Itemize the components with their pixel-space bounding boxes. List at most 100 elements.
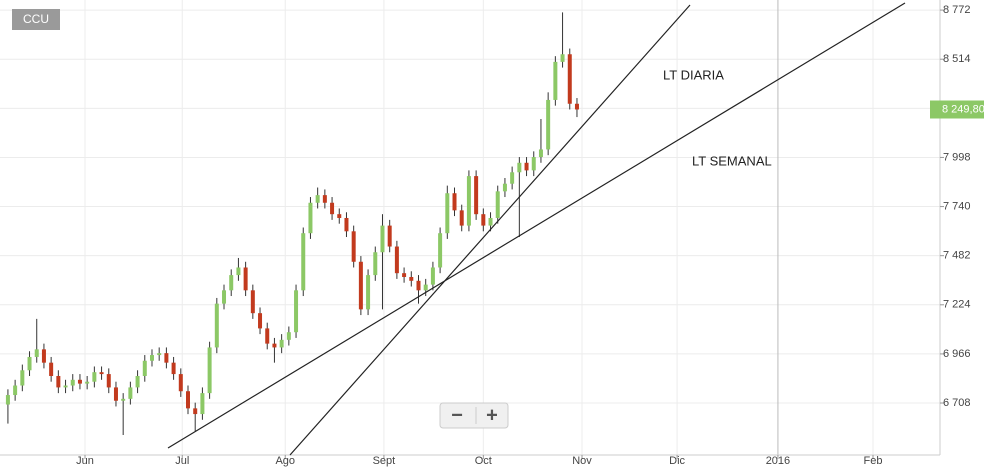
candle-body (178, 374, 183, 392)
candle-body (77, 379, 82, 384)
candle-body (301, 233, 306, 291)
candle-body (41, 349, 46, 363)
trend-line (289, 4, 691, 456)
candle-body (149, 355, 154, 361)
candle-body (524, 162, 529, 171)
candle-body (113, 387, 118, 401)
annotation: LT DIARIA (663, 67, 724, 82)
x-tick-label: Feb (864, 455, 883, 467)
candle-body (488, 217, 493, 226)
candle-body (128, 387, 133, 399)
zoom-out[interactable]: − (451, 404, 463, 426)
chart-title: CCU (23, 12, 49, 26)
candle-body (279, 339, 284, 348)
candle-body (373, 252, 378, 276)
plot-area (0, 0, 940, 455)
candle-body (502, 183, 507, 192)
y-tick-label: 8 514 (943, 53, 971, 65)
candle-body (13, 385, 18, 396)
candle-body (214, 303, 219, 348)
y-tick-label: 7 740 (943, 200, 971, 212)
candle-body (85, 381, 90, 384)
x-tick-label: Nov (572, 455, 592, 467)
candle-body (193, 408, 198, 415)
candle-body (200, 393, 205, 415)
candle-body (294, 290, 299, 333)
candle-body (258, 313, 263, 329)
candle-body (106, 374, 111, 388)
candle-body (459, 210, 464, 226)
candle-body (387, 225, 392, 247)
zoom-control: − + (439, 402, 509, 429)
candle-body (92, 372, 97, 382)
zoom-box (439, 402, 509, 429)
candle-body (402, 273, 407, 277)
candle-body (358, 261, 363, 310)
candle-body (330, 202, 335, 215)
candle-body (5, 395, 10, 405)
x-tick-label: Ago (275, 455, 295, 467)
x-tick-label: 2016 (766, 455, 790, 467)
candle-body (56, 375, 61, 388)
candle-body (423, 284, 428, 291)
x-tick-label: Jun (76, 455, 94, 467)
candle-body (560, 54, 565, 62)
candle-body (164, 353, 169, 363)
y-tick-label: 7 482 (943, 250, 971, 262)
candle-body (99, 372, 104, 375)
x-tick-label: Dic (669, 455, 685, 467)
candle-body (409, 276, 414, 281)
candle-body (135, 375, 140, 388)
candle-body (171, 362, 176, 375)
trend-line (167, 2, 906, 449)
candle-body (308, 202, 313, 234)
candle-body (322, 195, 327, 203)
candle-body (20, 370, 25, 386)
candle-body (466, 176, 471, 226)
candle-body (416, 280, 421, 291)
y-tick-label: 6 708 (943, 397, 971, 409)
candle-body (243, 267, 248, 291)
candle-body (265, 328, 270, 344)
candle-body (337, 214, 342, 218)
candle-body (344, 217, 349, 232)
last-price: 8 249,80 (930, 100, 984, 119)
candle-body (430, 267, 435, 285)
candle-body (229, 275, 234, 291)
x-tick-label: Jul (175, 455, 189, 467)
x-tick-label: Sept (373, 455, 396, 467)
y-tick-label: 7 998 (943, 151, 971, 163)
candle-body (553, 61, 558, 100)
candle-body (445, 193, 450, 234)
candle-body (567, 54, 572, 104)
candle-body (121, 398, 126, 401)
candle-body (315, 195, 320, 203)
candle-body (222, 290, 227, 304)
zoom-in[interactable]: + (486, 404, 498, 426)
candle-body (63, 385, 68, 388)
last-price-box (930, 100, 984, 119)
candle-body (546, 99, 551, 150)
title-box (12, 9, 60, 30)
candle-body (510, 172, 515, 184)
candle-body (574, 103, 579, 110)
candle-body (142, 360, 147, 376)
candle-body (286, 332, 291, 340)
y-tick-label: 6 966 (943, 348, 971, 360)
candle-body (380, 225, 385, 253)
y-tick-label: 8 772 (943, 4, 971, 16)
candle-body (157, 353, 162, 356)
candle-body (438, 233, 443, 268)
candle-body (517, 162, 522, 173)
candle-body (186, 391, 190, 409)
candles (5, 12, 579, 436)
candle-body (474, 176, 479, 215)
candle-body (366, 275, 371, 310)
candle-body (272, 343, 277, 348)
candle-body (481, 214, 486, 226)
candle-body (49, 362, 54, 376)
candle-body (452, 193, 457, 211)
candle-body (250, 290, 255, 314)
